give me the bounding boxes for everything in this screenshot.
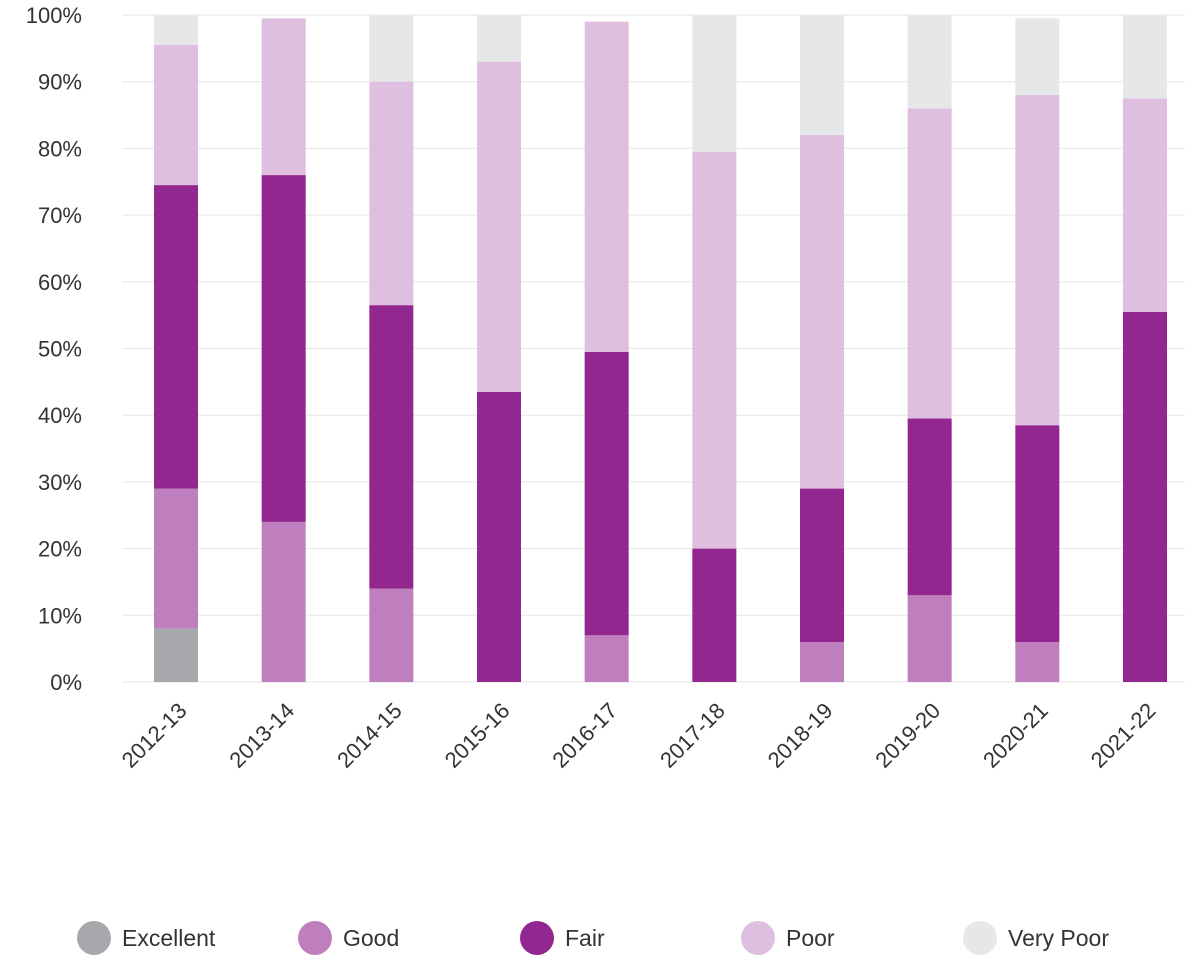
legend-label: Excellent: [122, 925, 216, 951]
bar-segment-very-poor: [369, 15, 414, 82]
bar-segment-poor: [369, 81, 414, 306]
y-tick-label: 100%: [26, 3, 82, 28]
y-tick-label: 90%: [38, 70, 82, 95]
bar-segment-fair: [692, 548, 737, 682]
legend-swatch: [298, 921, 332, 955]
x-tick-label: 2015-16: [440, 698, 515, 773]
bar-segment-good: [1015, 641, 1060, 682]
legend-item-excellent[interactable]: Excellent: [77, 921, 216, 955]
y-tick-label: 0%: [50, 670, 82, 695]
legend-item-poor[interactable]: Poor: [741, 921, 835, 955]
bar-stack: [261, 18, 306, 682]
bar-segment-fair: [154, 185, 198, 489]
y-tick-label: 60%: [38, 270, 82, 295]
bars: [154, 15, 1167, 682]
x-tick-label: 2013-14: [224, 698, 299, 773]
bar-segment-fair: [1123, 311, 1167, 682]
y-tick-label: 30%: [38, 470, 82, 495]
bar-segment-fair: [800, 488, 844, 642]
bar-stack: [154, 15, 198, 682]
legend-swatch: [77, 921, 111, 955]
x-tick-label: 2016-17: [547, 698, 622, 773]
bar-segment-good: [154, 488, 198, 629]
x-tick-label: 2021-22: [1086, 698, 1161, 773]
x-tick-label: 2019-20: [870, 698, 945, 773]
x-tick-label: 2017-18: [655, 698, 730, 773]
bar-segment-fair: [1015, 425, 1060, 642]
y-axis-ticks: 0% 10% 20% 30% 40% 50% 60% 70% 80% 90% 100%: [26, 3, 82, 695]
y-tick-label: 20%: [38, 537, 82, 562]
bar-segment-fair: [261, 175, 306, 522]
legend[interactable]: Excellent Good Fair Poor Very Poor: [77, 921, 1109, 955]
y-tick-label: 70%: [38, 203, 82, 228]
legend-swatch: [963, 921, 997, 955]
bar-segment-good: [800, 641, 844, 682]
bar-segment-very-poor: [154, 15, 198, 46]
bar-segment-very-poor: [907, 15, 952, 109]
bar-stack: [1123, 15, 1167, 682]
bar-segment-good: [584, 635, 629, 682]
legend-swatch: [741, 921, 775, 955]
bar-segment-poor: [477, 61, 521, 392]
bar-stack: [369, 15, 414, 682]
y-tick-label: 50%: [38, 337, 82, 362]
bar-stack: [477, 15, 521, 682]
y-tick-label: 40%: [38, 403, 82, 428]
bar-segment-excellent: [154, 628, 198, 682]
legend-swatch: [520, 921, 554, 955]
bar-segment-good: [261, 521, 306, 682]
bar-segment-poor: [1015, 95, 1060, 426]
bar-stack: [1015, 18, 1060, 682]
bar-stack: [584, 21, 629, 682]
bar-segment-fair: [907, 418, 952, 596]
x-axis-ticks: 2012-13 2013-14 2014-15 2015-16 2016-17 2017-…: [117, 698, 1161, 773]
x-tick-label: 2014-15: [332, 698, 407, 773]
bar-segment-good: [369, 588, 414, 682]
legend-label: Very Poor: [1008, 925, 1109, 951]
legend-item-good[interactable]: Good: [298, 921, 399, 955]
bar-segment-poor: [692, 151, 737, 549]
bar-segment-poor: [800, 135, 844, 489]
bar-segment-poor: [154, 45, 198, 186]
bar-segment-very-poor: [692, 15, 737, 152]
y-tick-label: 10%: [38, 603, 82, 628]
legend-item-fair[interactable]: Fair: [520, 921, 605, 955]
bar-segment-poor: [584, 21, 629, 352]
legend-label: Fair: [565, 925, 605, 951]
x-tick-label: 2018-19: [763, 698, 838, 773]
bar-segment-very-poor: [477, 15, 521, 62]
bar-stack: [800, 15, 844, 682]
bar-segment-fair: [369, 305, 414, 589]
bar-segment-fair: [584, 351, 629, 636]
bar-stack: [907, 15, 952, 682]
bar-stack: [692, 15, 737, 682]
legend-item-very-poor[interactable]: Very Poor: [963, 921, 1109, 955]
x-tick-label: 2012-13: [117, 698, 192, 773]
bar-segment-poor: [907, 108, 952, 419]
bar-segment-very-poor: [1015, 18, 1060, 96]
bar-segment-very-poor: [800, 15, 844, 136]
bar-segment-poor: [261, 18, 306, 176]
y-tick-label: 80%: [38, 136, 82, 161]
bar-segment-poor: [1123, 98, 1167, 312]
bar-segment-good: [907, 595, 952, 682]
bar-segment-fair: [477, 391, 521, 682]
x-tick-label: 2020-21: [978, 698, 1053, 773]
legend-label: Poor: [786, 925, 835, 951]
bar-segment-very-poor: [1123, 15, 1167, 99]
legend-label: Good: [343, 925, 399, 951]
